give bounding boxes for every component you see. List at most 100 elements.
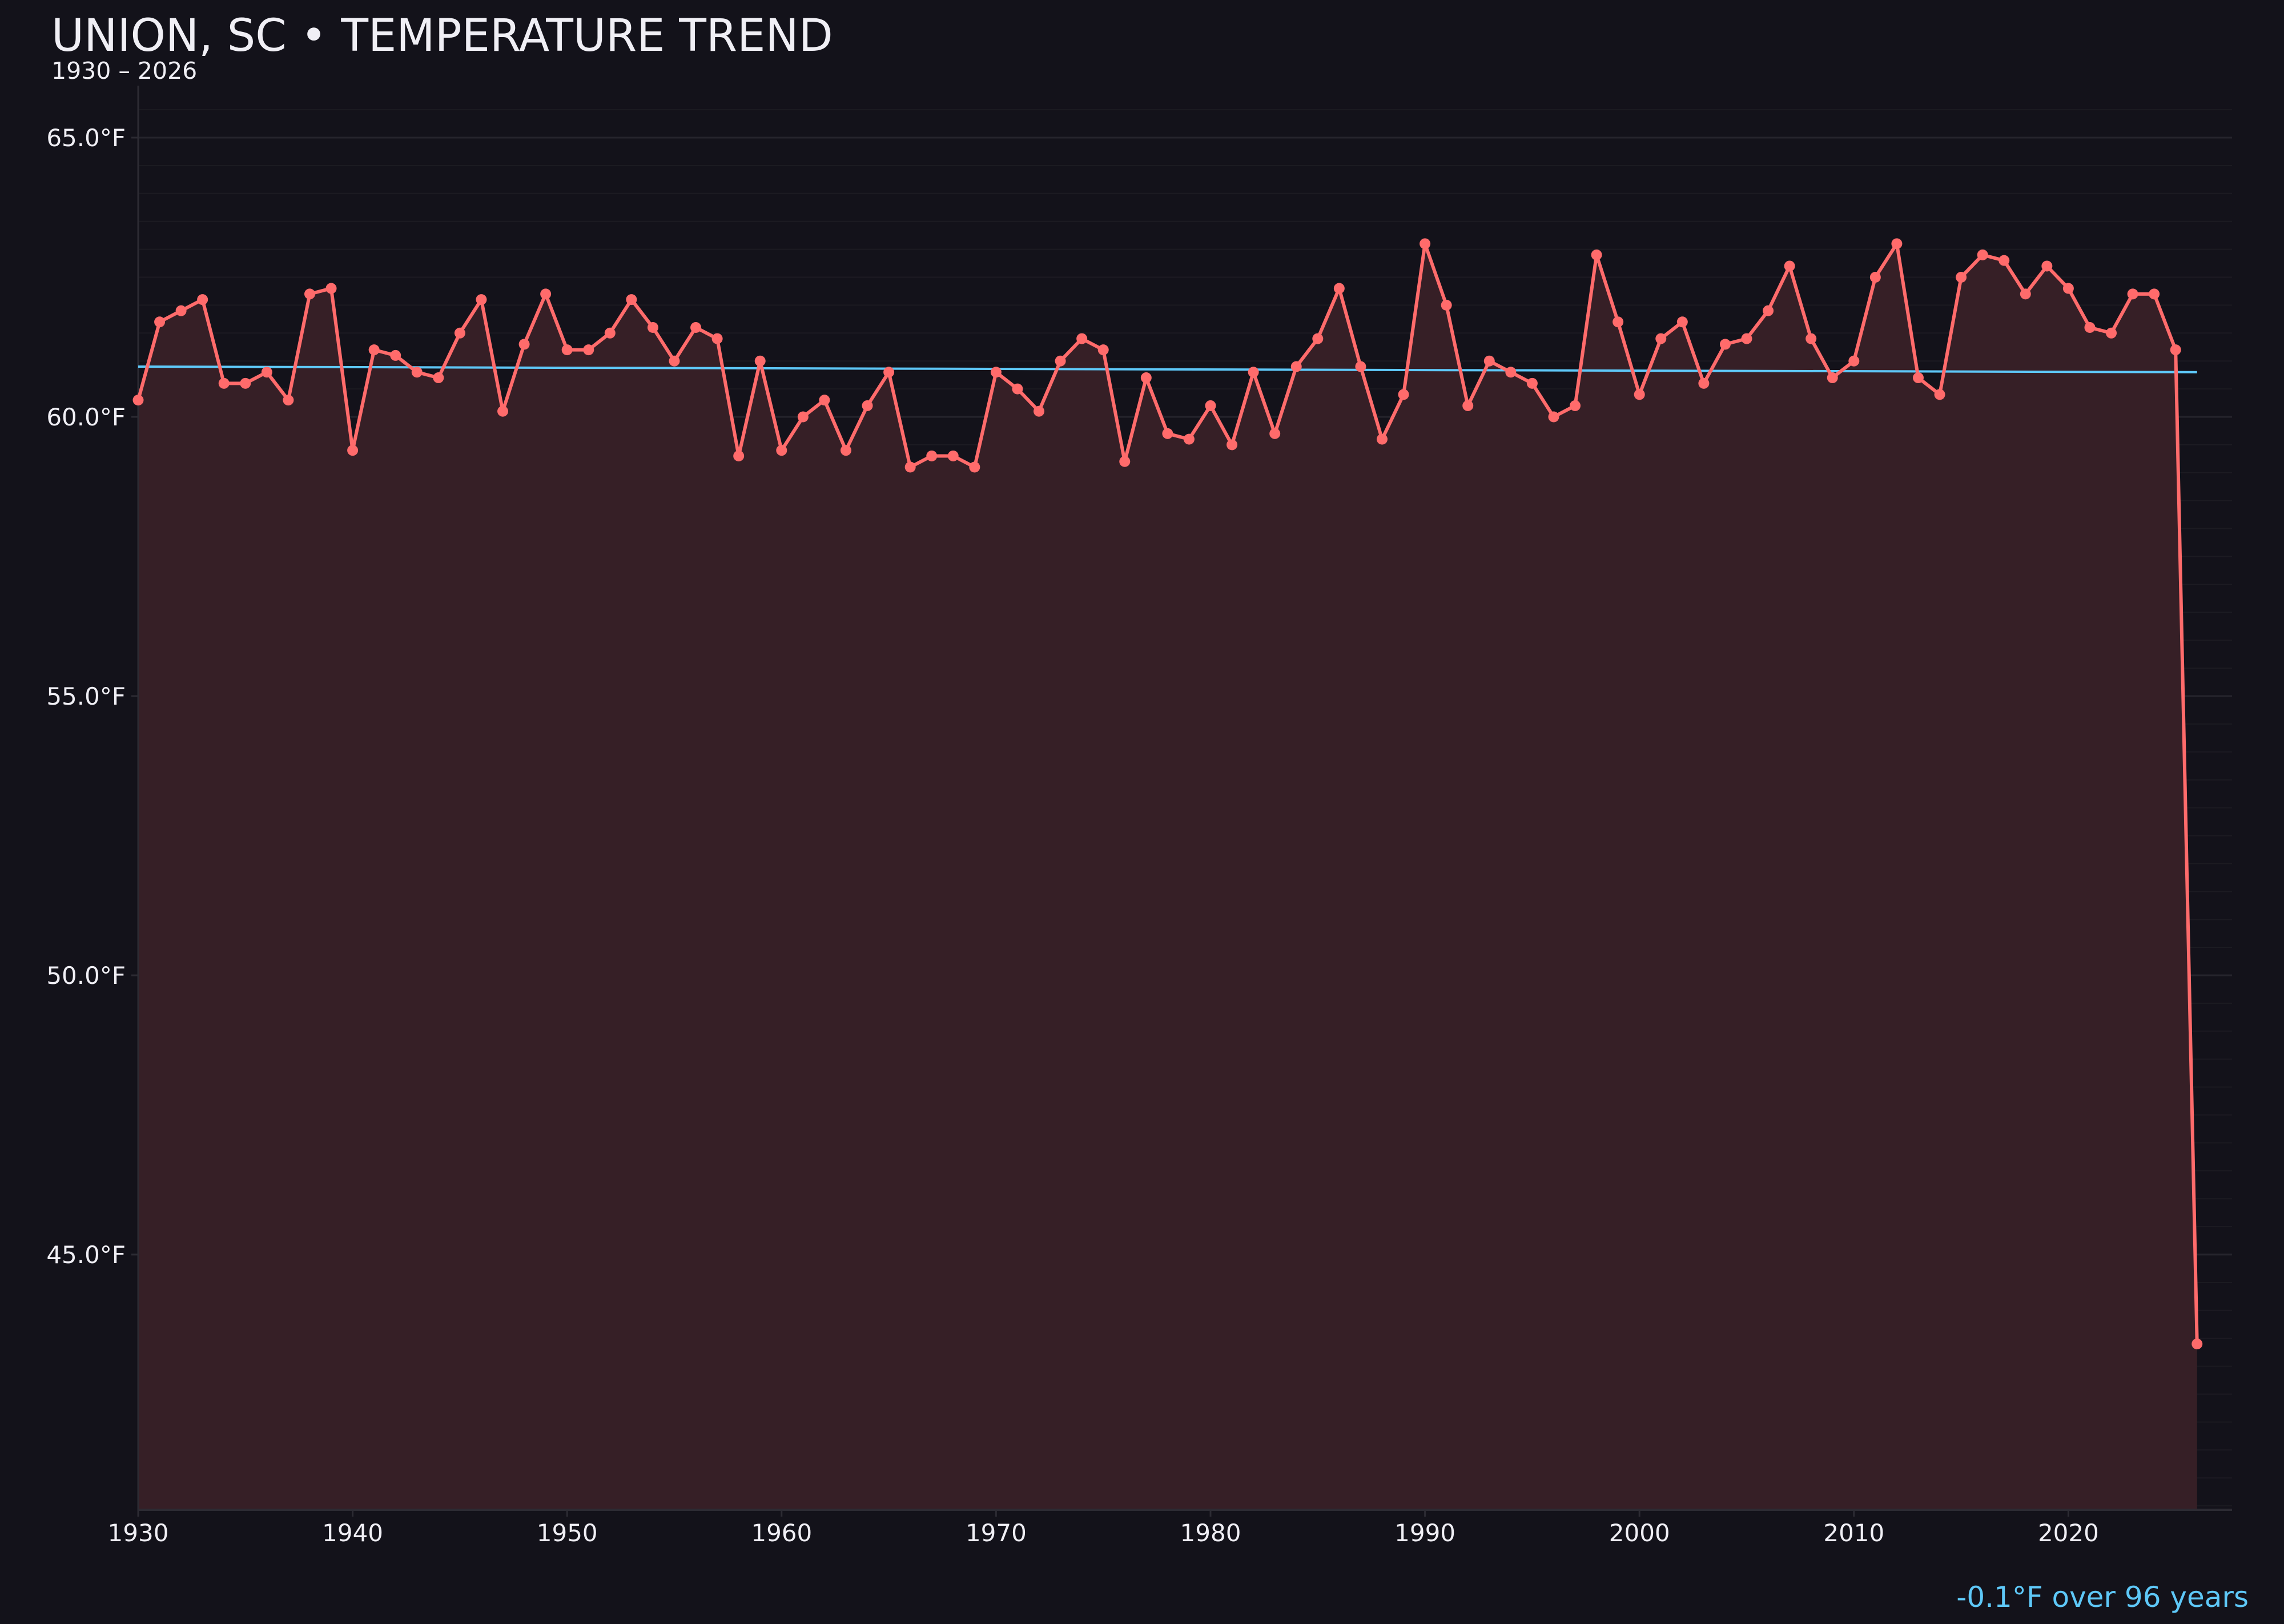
data-point-marker: [240, 377, 251, 389]
data-point-marker: [1183, 433, 1195, 445]
data-point-marker: [132, 395, 144, 406]
data-point-marker: [518, 339, 530, 350]
data-point-marker: [711, 333, 723, 344]
data-point-marker: [304, 288, 315, 300]
data-point-marker: [540, 288, 552, 300]
data-point-marker: [433, 372, 444, 384]
data-point-marker: [2191, 1338, 2203, 1349]
data-point-marker: [583, 344, 594, 356]
data-markers: [132, 238, 2203, 1349]
data-point-marker: [368, 344, 380, 356]
data-point-marker: [1012, 383, 1023, 395]
data-point-marker: [347, 445, 359, 456]
x-tick-label: 1970: [966, 1519, 1027, 1547]
data-point-marker: [1698, 377, 1710, 389]
area-fill: [138, 243, 2197, 1510]
data-point-marker: [1719, 339, 1731, 350]
data-point-marker: [2127, 288, 2138, 300]
x-tick-label: 1930: [108, 1519, 169, 1547]
data-point-marker: [2041, 260, 2053, 272]
data-point-marker: [497, 405, 509, 417]
x-tick-label: 1950: [537, 1519, 598, 1547]
data-point-marker: [1376, 433, 1388, 445]
trend-annotation: -0.1°F over 96 years: [1956, 1581, 2249, 1614]
x-tick-label: 1940: [322, 1519, 383, 1547]
data-point-marker: [561, 344, 573, 356]
x-tick-label: 2000: [1609, 1519, 1670, 1547]
data-point-marker: [1441, 299, 1452, 311]
data-point-marker: [2170, 344, 2181, 356]
data-point-marker: [1076, 333, 1088, 344]
data-point-marker: [454, 327, 465, 339]
data-point-marker: [411, 367, 423, 378]
data-point-marker: [1570, 400, 1581, 411]
data-point-marker: [1676, 316, 1688, 328]
data-point-marker: [1034, 405, 1045, 417]
data-point-marker: [476, 294, 487, 305]
data-point-marker: [2106, 327, 2117, 339]
data-point-marker: [1248, 367, 1259, 378]
data-point-marker: [1097, 344, 1109, 356]
data-point-marker: [2062, 283, 2074, 294]
data-point-marker: [1998, 255, 2010, 266]
data-point-marker: [776, 445, 787, 456]
x-tick-label: 1960: [751, 1519, 812, 1547]
data-point-marker: [283, 395, 294, 406]
data-point-marker: [1227, 439, 1238, 451]
data-point-marker: [1055, 355, 1066, 367]
data-point-marker: [1977, 249, 1988, 260]
chart-title: UNION, SC • TEMPERATURE TREND: [51, 10, 833, 62]
data-point-marker: [1806, 333, 1817, 344]
data-point-marker: [1140, 372, 1152, 384]
data-point-marker: [1634, 389, 1645, 400]
y-tick-label: 60.0°F: [46, 403, 126, 431]
data-point-marker: [1505, 367, 1517, 378]
data-point-marker: [969, 461, 980, 473]
data-point-marker: [1462, 400, 1474, 411]
data-point-marker: [733, 450, 745, 461]
data-point-marker: [1312, 333, 1324, 344]
data-point-marker: [1119, 456, 1131, 467]
data-point-marker: [1912, 372, 1924, 384]
data-point-marker: [325, 283, 337, 294]
x-tick-label: 1990: [1394, 1519, 1455, 1547]
x-tick-label: 1980: [1180, 1519, 1241, 1547]
data-point-marker: [1827, 372, 1838, 384]
y-tick-label: 65.0°F: [46, 124, 126, 152]
data-point-marker: [1891, 238, 1903, 250]
x-tick-label: 2020: [2038, 1519, 2099, 1547]
data-point-marker: [1526, 377, 1538, 389]
data-point-marker: [669, 355, 680, 367]
data-point-marker: [1869, 272, 1881, 283]
data-point-marker: [1269, 428, 1281, 439]
data-point-marker: [154, 316, 166, 328]
data-point-marker: [1290, 361, 1302, 372]
data-point-marker: [1956, 272, 1967, 283]
y-axis-ticks: 65.0°F 60.0°F 55.0°F 50.0°F 45.0°F: [46, 124, 138, 1269]
data-point-marker: [2020, 288, 2031, 300]
chart-subtitle: 1930 – 2026: [51, 57, 198, 85]
data-point-marker: [1741, 333, 1752, 344]
data-point-marker: [1483, 355, 1495, 367]
data-point-marker: [947, 450, 959, 461]
data-point-marker: [819, 395, 830, 406]
data-point-marker: [2084, 322, 2096, 333]
data-point-marker: [797, 411, 809, 423]
data-point-marker: [218, 377, 230, 389]
data-point-marker: [2149, 288, 2160, 300]
trend-line: [138, 365, 2197, 373]
data-point-marker: [926, 450, 938, 461]
data-point-marker: [883, 367, 895, 378]
data-point-marker: [1162, 428, 1173, 439]
data-point-marker: [1655, 333, 1667, 344]
data-point-marker: [390, 349, 401, 361]
data-point-marker: [604, 327, 616, 339]
data-point-marker: [1398, 389, 1409, 400]
data-point-marker: [1548, 411, 1559, 423]
data-point-marker: [1848, 355, 1860, 367]
y-tick-label: 45.0°F: [46, 1241, 126, 1269]
data-point-marker: [1613, 316, 1624, 328]
data-point-marker: [261, 367, 272, 378]
data-point-marker: [754, 355, 766, 367]
